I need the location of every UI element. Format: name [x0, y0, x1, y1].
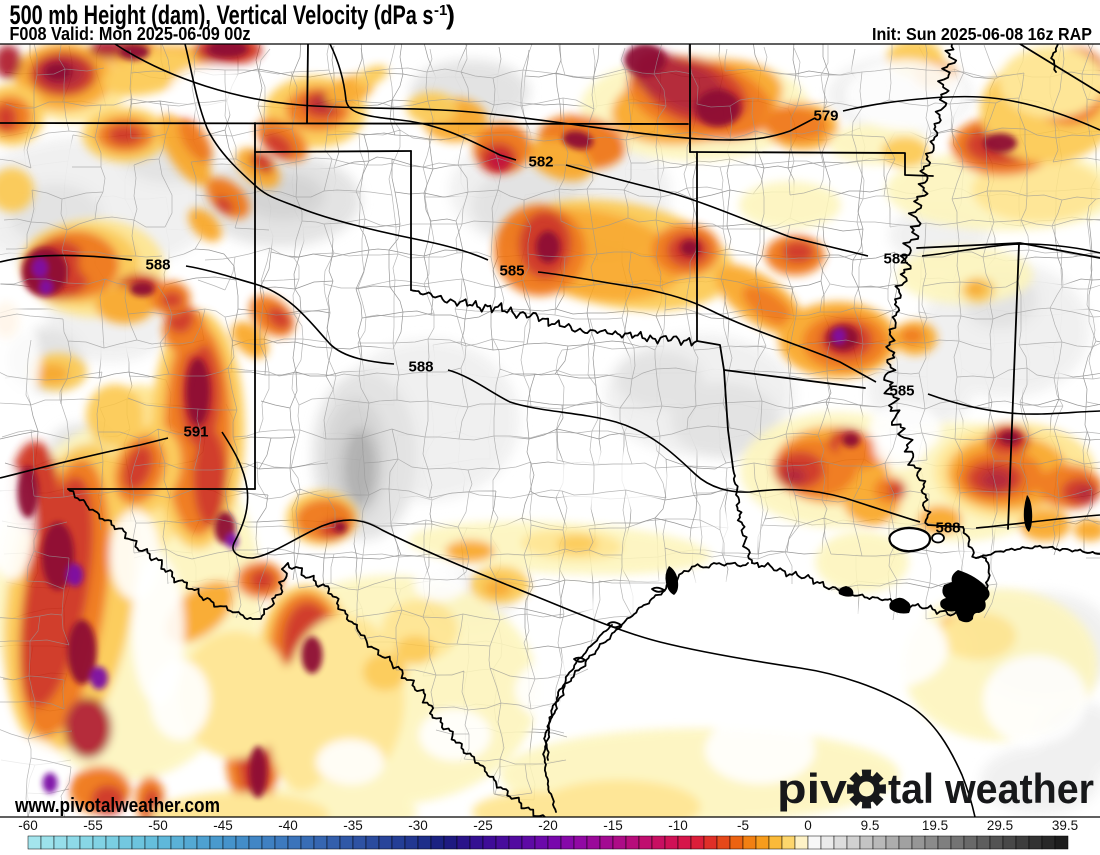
svg-text:-35: -35 [343, 818, 363, 833]
svg-text:-30: -30 [408, 818, 428, 833]
svg-text:): ) [446, 0, 455, 30]
svg-text:0: 0 [804, 818, 812, 833]
svg-text:19.5: 19.5 [922, 818, 948, 833]
svg-text:582: 582 [883, 251, 908, 268]
svg-text:39.5: 39.5 [1052, 818, 1078, 833]
svg-text:582: 582 [528, 154, 553, 171]
svg-text:tal weather: tal weather [888, 765, 1094, 812]
svg-text:-60: -60 [18, 818, 38, 833]
svg-text:29.5: 29.5 [987, 818, 1013, 833]
svg-text:588: 588 [935, 520, 960, 537]
svg-text:585: 585 [889, 383, 914, 400]
svg-text:-25: -25 [473, 818, 493, 833]
svg-text:-45: -45 [213, 818, 233, 833]
svg-text:585: 585 [499, 263, 524, 280]
svg-text:-50: -50 [148, 818, 168, 833]
svg-text:piv: piv [777, 765, 848, 812]
svg-text:588: 588 [408, 359, 433, 376]
svg-text:9.5: 9.5 [861, 818, 880, 833]
svg-text:-55: -55 [83, 818, 103, 833]
svg-text:www.pivotalweather.com: www.pivotalweather.com [14, 795, 220, 817]
svg-text:588: 588 [145, 257, 170, 274]
svg-text:-20: -20 [538, 818, 558, 833]
svg-text:-15: -15 [603, 818, 623, 833]
svg-text:-10: -10 [668, 818, 688, 833]
svg-text:579: 579 [813, 108, 838, 125]
svg-text:-5: -5 [737, 818, 749, 833]
svg-text:F008 Valid: Mon 2025-06-09 00z: F008 Valid: Mon 2025-06-09 00z [10, 24, 251, 44]
svg-text:591: 591 [183, 424, 208, 441]
svg-text:Init: Sun 2025-06-08 16z RAP: Init: Sun 2025-06-08 16z RAP [872, 24, 1092, 44]
svg-text:-40: -40 [278, 818, 298, 833]
